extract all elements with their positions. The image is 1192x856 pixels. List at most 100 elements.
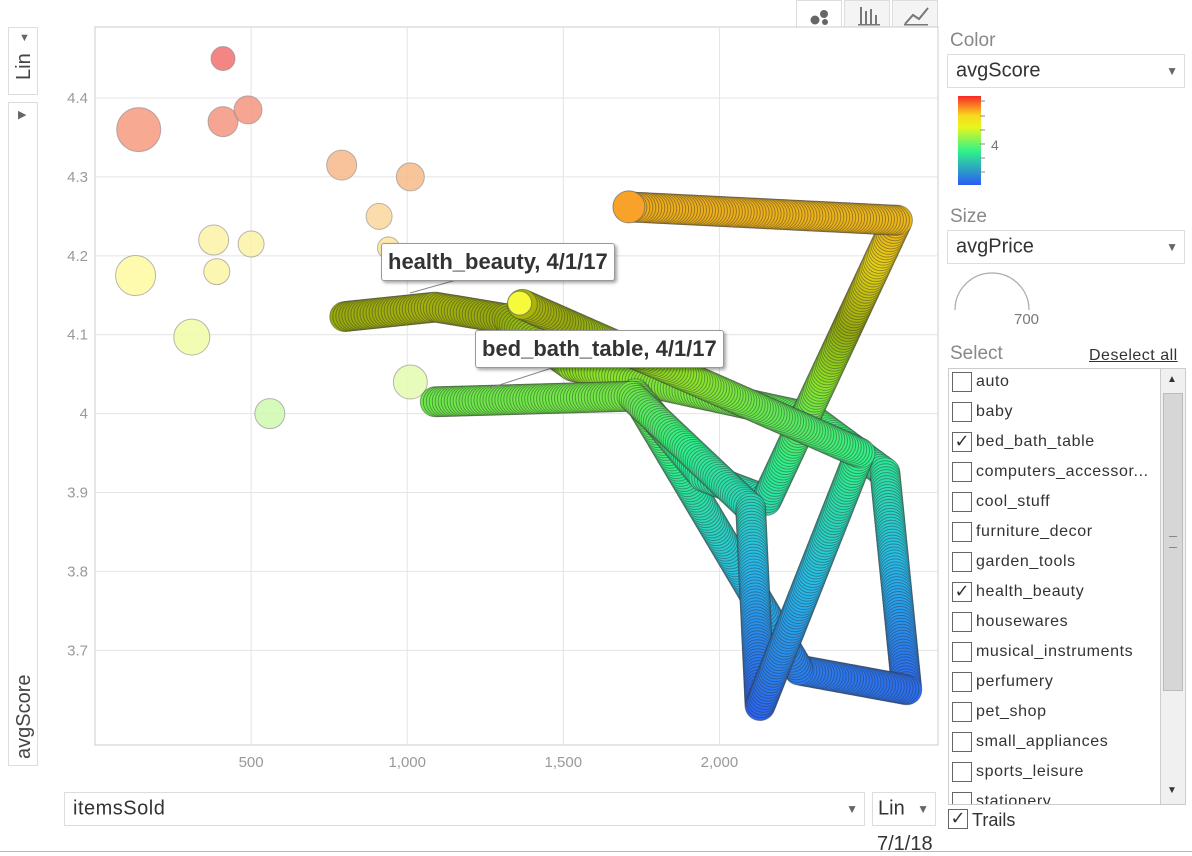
- chevron-down-icon: ▼: [1166, 64, 1178, 78]
- size-legend-arc: [954, 272, 1030, 311]
- select-item-small-appliances[interactable]: small_appliances: [949, 729, 1160, 759]
- select-item-label: health_beauty: [976, 583, 1085, 600]
- color-legend-tick-label: 4: [991, 137, 999, 153]
- checkbox[interactable]: [952, 762, 972, 782]
- trails-toggle[interactable]: ✓ Trails: [948, 808, 1068, 834]
- select-item-cool-stuff[interactable]: cool_stuff: [949, 489, 1160, 519]
- select-item-label: baby: [976, 403, 1014, 420]
- chevron-down-icon: ▼: [917, 802, 929, 816]
- size-dropdown[interactable]: avgPrice ▼: [947, 230, 1185, 264]
- checkbox[interactable]: [952, 462, 972, 482]
- select-item-label: small_appliances: [976, 733, 1109, 750]
- checkbox[interactable]: ✓: [952, 582, 972, 602]
- trails-label: Trails: [972, 810, 1016, 830]
- checkbox[interactable]: [952, 552, 972, 572]
- selected-bubble: [507, 290, 533, 316]
- trail-tooltip-health-beauty: health_beauty, 4/1/17: [381, 243, 615, 281]
- color-panel-title: Color: [950, 30, 996, 51]
- select-item-label: musical_instruments: [976, 643, 1134, 660]
- select-item-label: furniture_decor: [976, 523, 1093, 540]
- checkbox[interactable]: [952, 792, 972, 804]
- checkbox[interactable]: [952, 492, 972, 512]
- x-tick-label: 500: [239, 754, 264, 771]
- select-item-bed-bath-table[interactable]: ✓ bed_bath_table: [949, 429, 1160, 459]
- data-bubble: [237, 230, 265, 258]
- y-axis-dropdown[interactable]: ▶ avgScore: [8, 102, 38, 766]
- x-scale-dropdown[interactable]: Lin ▼: [872, 792, 936, 826]
- select-item-health-beauty[interactable]: ✓ health_beauty: [949, 579, 1160, 609]
- data-bubble: [233, 95, 263, 125]
- checkbox[interactable]: [952, 402, 972, 422]
- tooltip-leader-line: [409, 278, 461, 294]
- color-legend-ticks: [980, 100, 985, 173]
- y-tick-label: 3.9: [67, 485, 88, 502]
- select-item-housewares[interactable]: housewares: [949, 609, 1160, 639]
- data-bubble: [395, 162, 425, 192]
- checkbox[interactable]: ✓: [952, 432, 972, 452]
- x-tick-label: 1,500: [545, 754, 583, 771]
- data-bubble: [116, 107, 162, 153]
- chevron-down-icon: ▼: [19, 32, 30, 44]
- trails-checkbox[interactable]: ✓: [948, 809, 968, 829]
- data-bubble: [207, 106, 239, 138]
- tab-bar-chart[interactable]: [844, 0, 890, 28]
- checkbox[interactable]: [952, 732, 972, 752]
- scroll-down-icon[interactable]: ▼: [1167, 785, 1177, 796]
- select-list[interactable]: auto baby ✓ bed_bath_table computers_accesso…: [948, 368, 1160, 805]
- y-tick-label: 4.2: [67, 248, 88, 265]
- chart-type-tabs: [796, 0, 941, 28]
- bubble-chart: 500 1,000 1,500 2,000 4.4 4.3 4.2 4.1 4 3.9 3.8 3.7: [67, 26, 939, 771]
- tab-line-chart[interactable]: [892, 0, 938, 28]
- line-chart-icon: [904, 7, 929, 26]
- data-bubble: [326, 149, 358, 181]
- size-legend-value: 700: [1014, 311, 1040, 328]
- x-tick-label: 1,000: [388, 754, 426, 771]
- trail-tooltip-bed-bath-table: bed_bath_table, 4/1/17: [475, 330, 724, 368]
- grip-icon: [1169, 536, 1177, 548]
- select-item-label: stationery: [976, 793, 1052, 805]
- y-tick-label: 4: [80, 406, 88, 423]
- trail-bed-bath-table: [419, 288, 876, 722]
- select-item-stationery[interactable]: stationery: [949, 789, 1160, 805]
- y-scale-dropdown[interactable]: Lin ▼: [8, 27, 38, 95]
- data-bubble: [392, 364, 428, 400]
- select-item-label: sports_leisure: [976, 763, 1085, 780]
- select-item-baby[interactable]: baby: [949, 399, 1160, 429]
- y-tick-label: 4.1: [67, 327, 88, 344]
- color-legend-gradient: [958, 96, 981, 185]
- select-scrollbar[interactable]: ▲ ▼: [1160, 368, 1186, 805]
- select-item-musical-instruments[interactable]: musical_instruments: [949, 639, 1160, 669]
- checkbox[interactable]: [952, 372, 972, 392]
- chevron-down-icon: ▼: [1166, 240, 1178, 254]
- select-item-sports-leisure[interactable]: sports_leisure: [949, 759, 1160, 789]
- data-bubble: [173, 318, 211, 356]
- select-item-label: bed_bath_table: [976, 433, 1095, 450]
- select-item-computers-accessor[interactable]: computers_accessor...: [949, 459, 1160, 489]
- chevron-down-icon: ▼: [846, 802, 858, 816]
- x-axis-dropdown[interactable]: itemsSold ▼: [64, 792, 865, 826]
- checkbox[interactable]: [952, 672, 972, 692]
- select-item-auto[interactable]: auto: [949, 369, 1160, 399]
- deselect-all-link[interactable]: Deselect all: [1089, 347, 1178, 364]
- tab-bubble-chart[interactable]: [796, 0, 842, 28]
- chevron-right-icon: ▶: [18, 109, 27, 121]
- select-panel-title: Select: [950, 343, 1003, 364]
- checkbox[interactable]: [952, 642, 972, 662]
- select-item-perfumery[interactable]: perfumery: [949, 669, 1160, 699]
- scroll-up-icon[interactable]: ▲: [1167, 374, 1177, 385]
- x-scale-label: Lin: [878, 797, 905, 820]
- checkbox[interactable]: [952, 702, 972, 722]
- size-dropdown-value: avgPrice: [956, 235, 1034, 258]
- data-bubble: [198, 224, 230, 256]
- checkbox[interactable]: [952, 612, 972, 632]
- y-tick-label: 3.8: [67, 563, 88, 580]
- select-item-garden-tools[interactable]: garden_tools: [949, 549, 1160, 579]
- scroll-thumb[interactable]: [1163, 393, 1183, 691]
- select-item-label: cool_stuff: [976, 493, 1051, 510]
- color-dropdown-value: avgScore: [956, 59, 1041, 82]
- checkbox[interactable]: [952, 522, 972, 542]
- select-item-furniture-decor[interactable]: furniture_decor: [949, 519, 1160, 549]
- select-item-pet-shop[interactable]: pet_shop: [949, 699, 1160, 729]
- select-item-label: computers_accessor...: [976, 463, 1149, 480]
- color-dropdown[interactable]: avgScore ▼: [947, 54, 1185, 88]
